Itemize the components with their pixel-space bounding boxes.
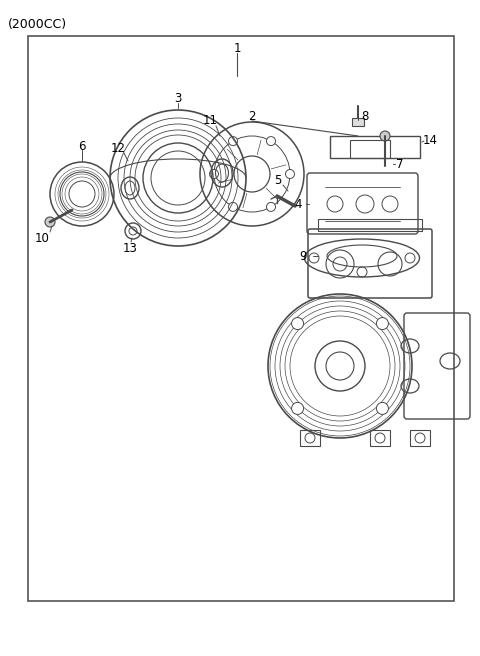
Text: 10: 10 — [35, 232, 49, 245]
Text: (2000CC): (2000CC) — [8, 18, 67, 31]
Circle shape — [291, 318, 303, 329]
Bar — [300, 430, 320, 446]
Text: 14: 14 — [422, 134, 437, 148]
Bar — [352, 118, 364, 126]
Circle shape — [376, 318, 388, 329]
Circle shape — [286, 169, 295, 178]
Text: 11: 11 — [203, 115, 217, 127]
Text: 2: 2 — [248, 110, 256, 123]
Text: 13: 13 — [122, 241, 137, 255]
Text: 3: 3 — [174, 91, 182, 104]
Circle shape — [266, 136, 276, 146]
Text: 5: 5 — [274, 174, 282, 188]
Bar — [28, 36, 454, 601]
Circle shape — [209, 169, 218, 178]
Bar — [410, 430, 430, 446]
Text: 6: 6 — [78, 140, 86, 152]
Circle shape — [380, 131, 390, 141]
Circle shape — [45, 217, 55, 227]
Text: 4: 4 — [294, 197, 302, 211]
Text: 1: 1 — [233, 41, 241, 54]
Circle shape — [266, 203, 276, 211]
Circle shape — [228, 136, 238, 146]
Circle shape — [228, 203, 238, 211]
Text: 9: 9 — [299, 249, 307, 262]
Text: 8: 8 — [361, 110, 369, 123]
Bar — [370, 430, 390, 446]
Text: 12: 12 — [110, 142, 125, 155]
Text: 7: 7 — [396, 157, 404, 171]
Bar — [350, 140, 390, 158]
Circle shape — [376, 402, 388, 415]
Circle shape — [291, 402, 303, 415]
Bar — [318, 219, 422, 231]
